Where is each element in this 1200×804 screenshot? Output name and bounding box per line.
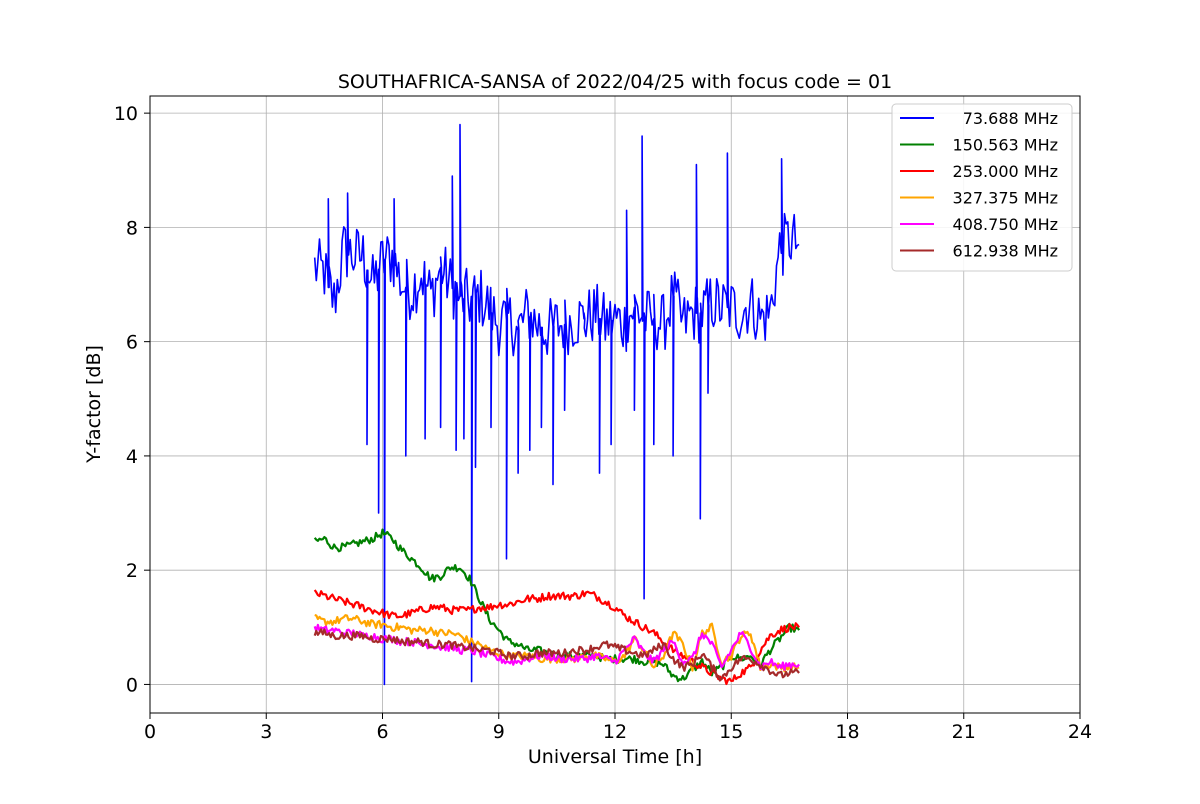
y-tick-label: 4: [126, 446, 138, 468]
x-axis-label: Universal Time [h]: [528, 746, 702, 768]
x-tick-label: 15: [719, 721, 743, 743]
x-tick-label: 12: [603, 721, 627, 743]
x-tick-label: 21: [952, 721, 976, 743]
y-tick-label: 10: [114, 103, 138, 125]
legend-label: 327.375 MHz: [953, 189, 1058, 208]
legend-label: 150.563 MHz: [953, 136, 1058, 155]
legend-label: 73.688 MHz: [963, 109, 1058, 128]
series-line: [314, 613, 800, 673]
y-tick-label: 8: [126, 217, 138, 239]
y-axis-label: Y-factor [dB]: [83, 345, 105, 464]
series-line: [313, 123, 800, 686]
chart-title: SOUTHAFRICA-SANSA of 2022/04/25 with foc…: [338, 71, 892, 93]
x-tick-label: 24: [1068, 721, 1092, 743]
legend: 73.688 MHz 150.563 MHz 253.000 MHz 327.375 …: [891, 103, 1073, 272]
y-tick-label: 0: [126, 674, 138, 696]
x-tick-label: 0: [144, 721, 156, 743]
series-layer: [313, 123, 801, 686]
x-tick-label: 6: [376, 721, 388, 743]
legend-label: 408.750 MHz: [953, 215, 1058, 234]
x-tick-label: 9: [493, 721, 505, 743]
x-tick-label: 3: [260, 721, 272, 743]
y-tick-label: 6: [126, 332, 138, 354]
legend-label: 253.000 MHz: [953, 162, 1058, 181]
series-line: [313, 628, 800, 682]
plot-area: [313, 123, 801, 686]
y-tick-label: 2: [126, 560, 138, 582]
x-tick-label: 18: [835, 721, 859, 743]
legend-label: 612.938 MHz: [953, 242, 1058, 261]
legend-box: [891, 103, 1073, 272]
